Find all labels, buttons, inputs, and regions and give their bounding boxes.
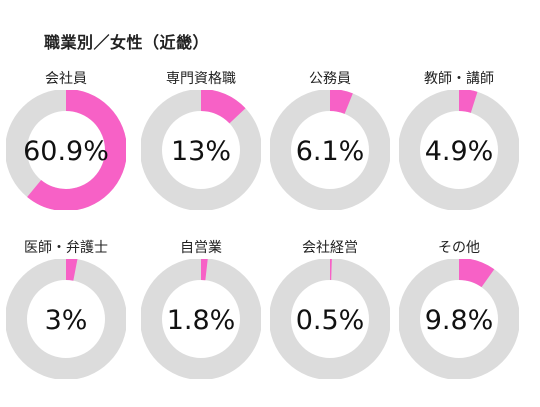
donut-cell: 会社経営 0.5%	[264, 237, 396, 407]
donut-cell: その他 9.8%	[393, 237, 525, 407]
donut-segment	[399, 90, 519, 210]
donut-label: 自営業	[180, 240, 222, 256]
donut-label: 専門資格職	[166, 71, 236, 87]
donut-cell: 会社員 60.9%	[0, 68, 132, 238]
donut-value-label: 0.5%	[296, 305, 365, 336]
donut-value-label: 60.9%	[23, 136, 109, 167]
donut-value-label: 13%	[171, 136, 231, 167]
donut-cell: 医師・弁護士 3%	[0, 237, 132, 407]
donut-segment	[270, 259, 390, 379]
donut-segment	[399, 259, 519, 379]
donut-cell: 公務員 6.1%	[264, 68, 396, 238]
donut-chart: 13%	[141, 90, 261, 210]
donut-chart: 9.8%	[399, 259, 519, 379]
donut-label: その他	[438, 240, 480, 256]
donut-cell: 自営業 1.8%	[135, 237, 267, 407]
donut-label: 会社経営	[302, 240, 358, 256]
donut-label: 教師・講師	[424, 71, 494, 87]
page-title: 職業別／女性（近畿）	[44, 33, 210, 52]
donut-label: 医師・弁護士	[24, 240, 108, 256]
donut-segment	[6, 259, 126, 379]
donut-value-label: 1.8%	[167, 305, 236, 336]
donut-cell: 専門資格職 13%	[135, 68, 267, 238]
donut-chart: 60.9%	[6, 90, 126, 210]
donut-label: 公務員	[309, 71, 351, 87]
donut-segment	[141, 259, 261, 379]
donut-chart: 6.1%	[270, 90, 390, 210]
donut-chart: 1.8%	[141, 259, 261, 379]
donut-value-label: 4.9%	[425, 136, 494, 167]
donut-segment	[270, 90, 390, 210]
donut-chart: 3%	[6, 259, 126, 379]
donut-value-label: 6.1%	[296, 136, 365, 167]
donut-segment	[141, 90, 261, 210]
donut-value-label: 3%	[45, 305, 88, 336]
donut-cell: 教師・講師 4.9%	[393, 68, 525, 238]
donut-chart: 0.5%	[270, 259, 390, 379]
donut-label: 会社員	[45, 71, 87, 87]
donut-chart: 4.9%	[399, 90, 519, 210]
donut-value-label: 9.8%	[425, 305, 494, 336]
donut-segment	[6, 90, 126, 210]
